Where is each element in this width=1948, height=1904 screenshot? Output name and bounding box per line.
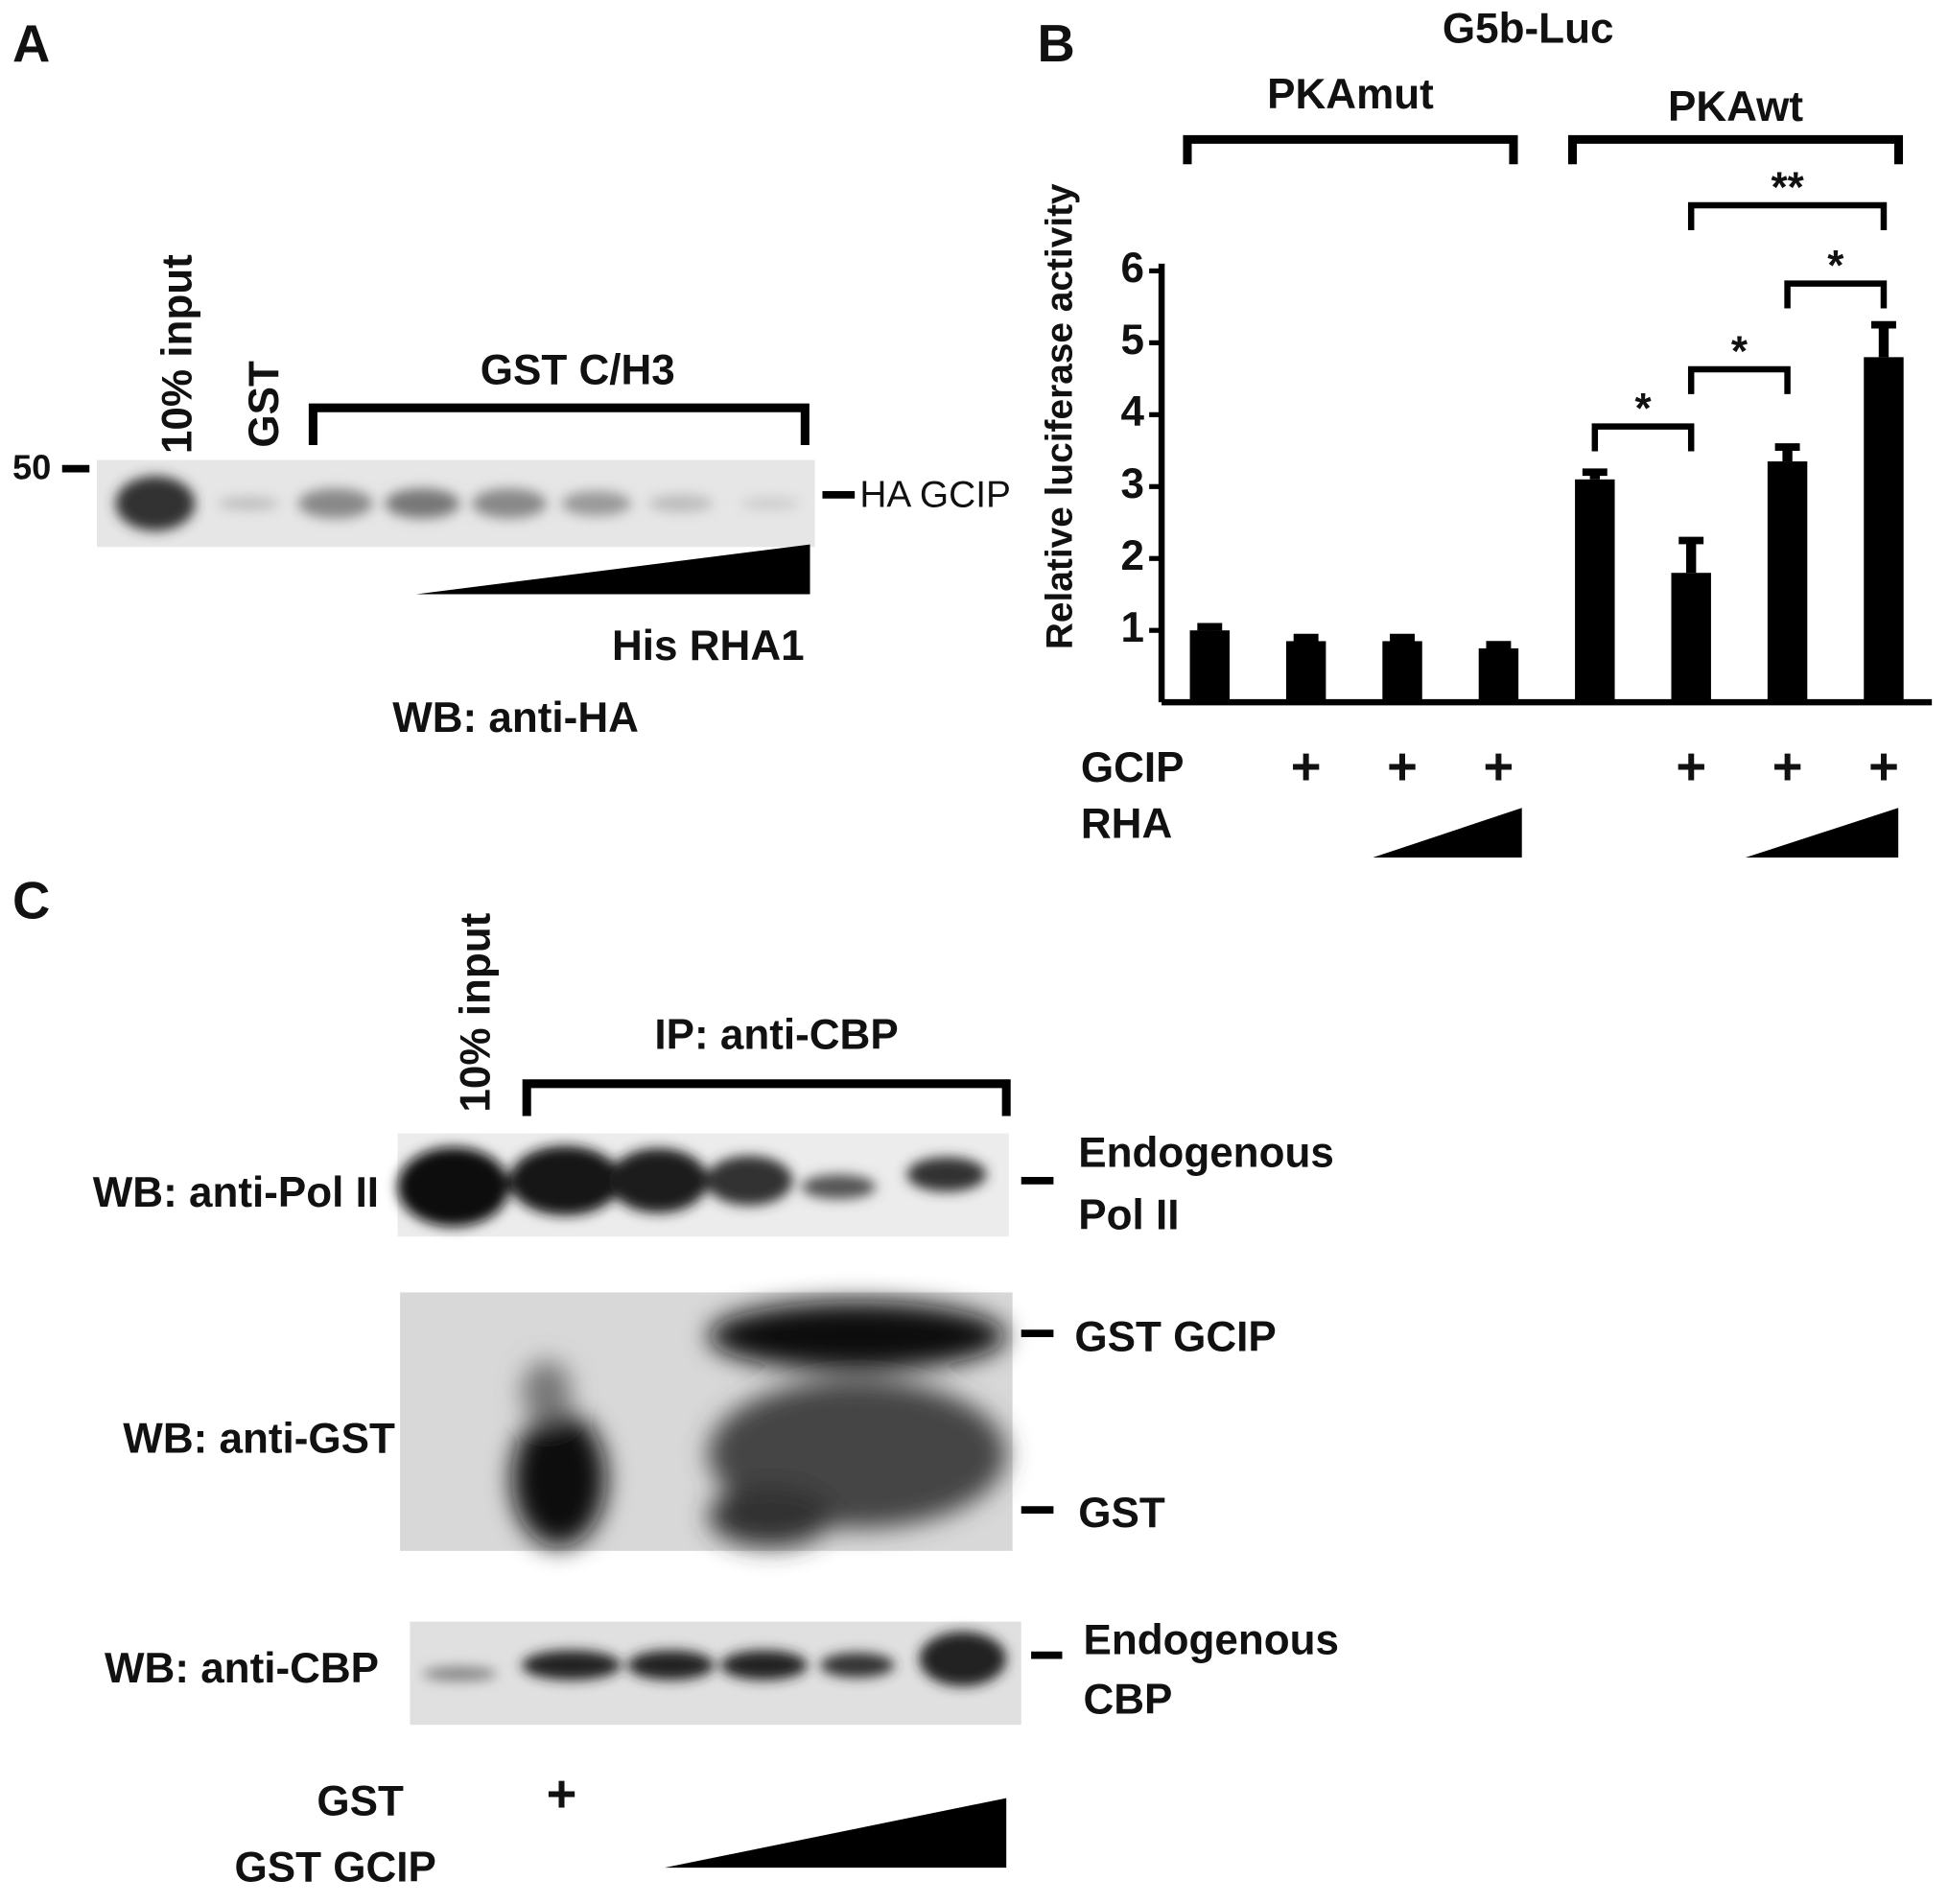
band-label: HA GCIP [859,475,1011,516]
significance-bracket [1591,423,1695,452]
row-mark: + [1676,738,1706,796]
band-label: Endogenous [1083,1616,1339,1663]
significance-bracket [1687,365,1791,394]
blot-label: WB: anti-GST [123,1415,395,1462]
bands [397,1145,987,1227]
band-label: GST GCIP [1074,1313,1276,1360]
y-tick-label: 3 [1120,460,1143,507]
panel-b: B G5b-Luc Relative luciferase activity 1… [1038,5,1933,858]
row-label: GCIP [1081,744,1185,791]
y-tick-label: 2 [1120,532,1143,579]
gradient [664,1798,1007,1869]
lane-label: 10% input [452,912,499,1112]
group-label: PKAwt [1668,83,1803,130]
bar [1382,641,1422,703]
row-label: RHA [1081,800,1172,847]
bar [1285,641,1326,703]
row-mark: + [1484,738,1514,796]
bar [1575,479,1615,703]
panel-c: C 10% input IP: anti-CBP WB: anti-Pol II… [12,872,1339,1892]
bar [1671,573,1711,703]
bracket-label: GST C/H3 [481,347,675,394]
lane-label: 10% input [153,254,200,454]
bar [1478,647,1519,703]
band-label: Pol II [1078,1191,1179,1238]
row-mark: + [1387,738,1418,796]
band-label: Endogenous [1078,1130,1334,1177]
y-tick-label: 6 [1120,245,1143,292]
gradient-label: His RHA1 [612,623,805,670]
significance-bracket [1687,201,1888,230]
significance-label: * [1827,243,1844,290]
row-mark: + [1868,738,1899,796]
significance-label: * [1634,386,1652,433]
panel-a: A 10% input GST GST C/H3 50 HA GCIP His … [12,14,1011,741]
bands [511,1301,1007,1547]
group-label: PKAmut [1267,71,1434,118]
bar [1767,461,1808,703]
significance-label: * [1731,328,1749,375]
chart-title: G5b-Luc [1443,5,1614,52]
bracket [522,1079,1011,1117]
bar [1189,630,1231,703]
bracket [308,403,810,446]
significance-label: ** [1771,164,1804,211]
gradient [1373,808,1522,858]
blot-label: WB: anti-Pol II [93,1169,379,1216]
y-tick-label: 5 [1120,317,1143,364]
row-mark: + [547,1765,577,1823]
row-label: GST GCIP [235,1844,436,1891]
y-tick-label: 4 [1120,388,1144,435]
panel-label: C [12,872,50,930]
blot [410,1621,1021,1726]
y-tick-label: 1 [1120,604,1143,651]
band-label: CBP [1083,1676,1172,1723]
panel-label: A [12,14,50,73]
bracket-label: IP: anti-CBP [654,1011,898,1058]
group-bracket [1183,134,1518,165]
gradient [415,544,810,595]
row-mark: + [1291,738,1322,796]
group-bracket [1567,134,1904,165]
bands [422,1632,1007,1687]
row-mark: + [1772,738,1803,796]
marker-label: 50 [12,448,51,487]
lane-label: GST [241,361,288,448]
blot-label: WB: anti-CBP [105,1645,379,1692]
band-label: GST [1078,1490,1165,1537]
significance-bracket [1784,280,1888,309]
blot-label: WB: anti-HA [392,694,639,741]
row-label: GST [317,1778,404,1825]
bar [1864,357,1904,703]
panel-label: B [1038,14,1075,73]
y-axis-label: Relative luciferase activity [1040,183,1081,649]
bands [115,476,801,531]
gradient [1745,808,1899,858]
